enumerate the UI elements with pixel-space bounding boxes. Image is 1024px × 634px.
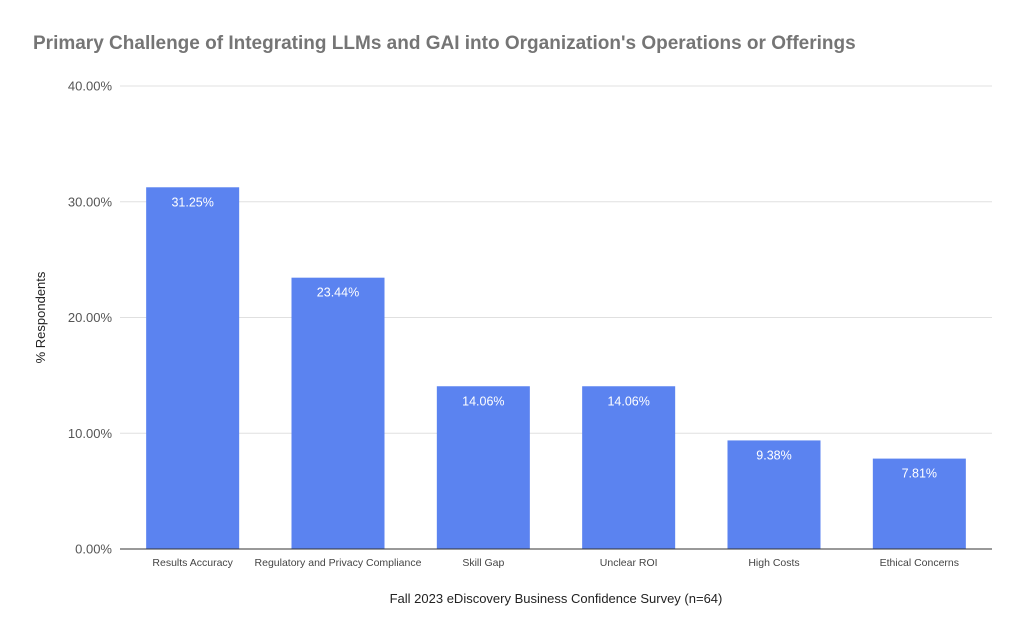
gridlines xyxy=(120,85,992,434)
bar xyxy=(291,277,385,549)
y-tick-labels: 0.00% 10.00% 20.00% 30.00% 40.00% xyxy=(68,79,113,557)
data-label: 9.38% xyxy=(756,448,791,462)
x-tick-label: Skill Gap xyxy=(462,557,504,569)
x-tick-labels: Results Accuracy Regulatory and Privacy C… xyxy=(152,557,959,569)
bars xyxy=(146,187,966,549)
y-tick-label: 10.00% xyxy=(68,426,113,441)
data-label: 7.81% xyxy=(902,467,937,481)
y-tick-label: 0.00% xyxy=(75,542,112,557)
y-axis-title: % Respondents xyxy=(33,271,48,363)
data-labels: 31.25% 23.44% 14.06% 14.06% 9.38% 7.81% xyxy=(171,195,937,480)
x-axis-title: Fall 2023 eDiscovery Business Confidence… xyxy=(390,591,723,606)
bar xyxy=(727,440,821,549)
bar xyxy=(146,187,240,549)
data-label: 14.06% xyxy=(607,394,649,408)
bar xyxy=(582,386,676,549)
data-label: 14.06% xyxy=(462,394,504,408)
x-tick-label: Regulatory and Privacy Compliance xyxy=(255,557,422,569)
data-label: 23.44% xyxy=(317,286,359,300)
x-tick-label: Results Accuracy xyxy=(152,557,233,569)
bar xyxy=(872,458,966,549)
y-tick-label: 40.00% xyxy=(68,79,113,94)
y-tick-label: 30.00% xyxy=(68,194,113,209)
x-tick-label: Unclear ROI xyxy=(600,557,658,569)
chart-title: Primary Challenge of Integrating LLMs an… xyxy=(33,33,856,54)
y-tick-label: 20.00% xyxy=(68,310,113,325)
x-tick-label: Ethical Concerns xyxy=(880,557,959,569)
x-tick-label: High Costs xyxy=(748,557,799,569)
bar xyxy=(436,386,530,549)
data-label: 31.25% xyxy=(171,195,213,209)
